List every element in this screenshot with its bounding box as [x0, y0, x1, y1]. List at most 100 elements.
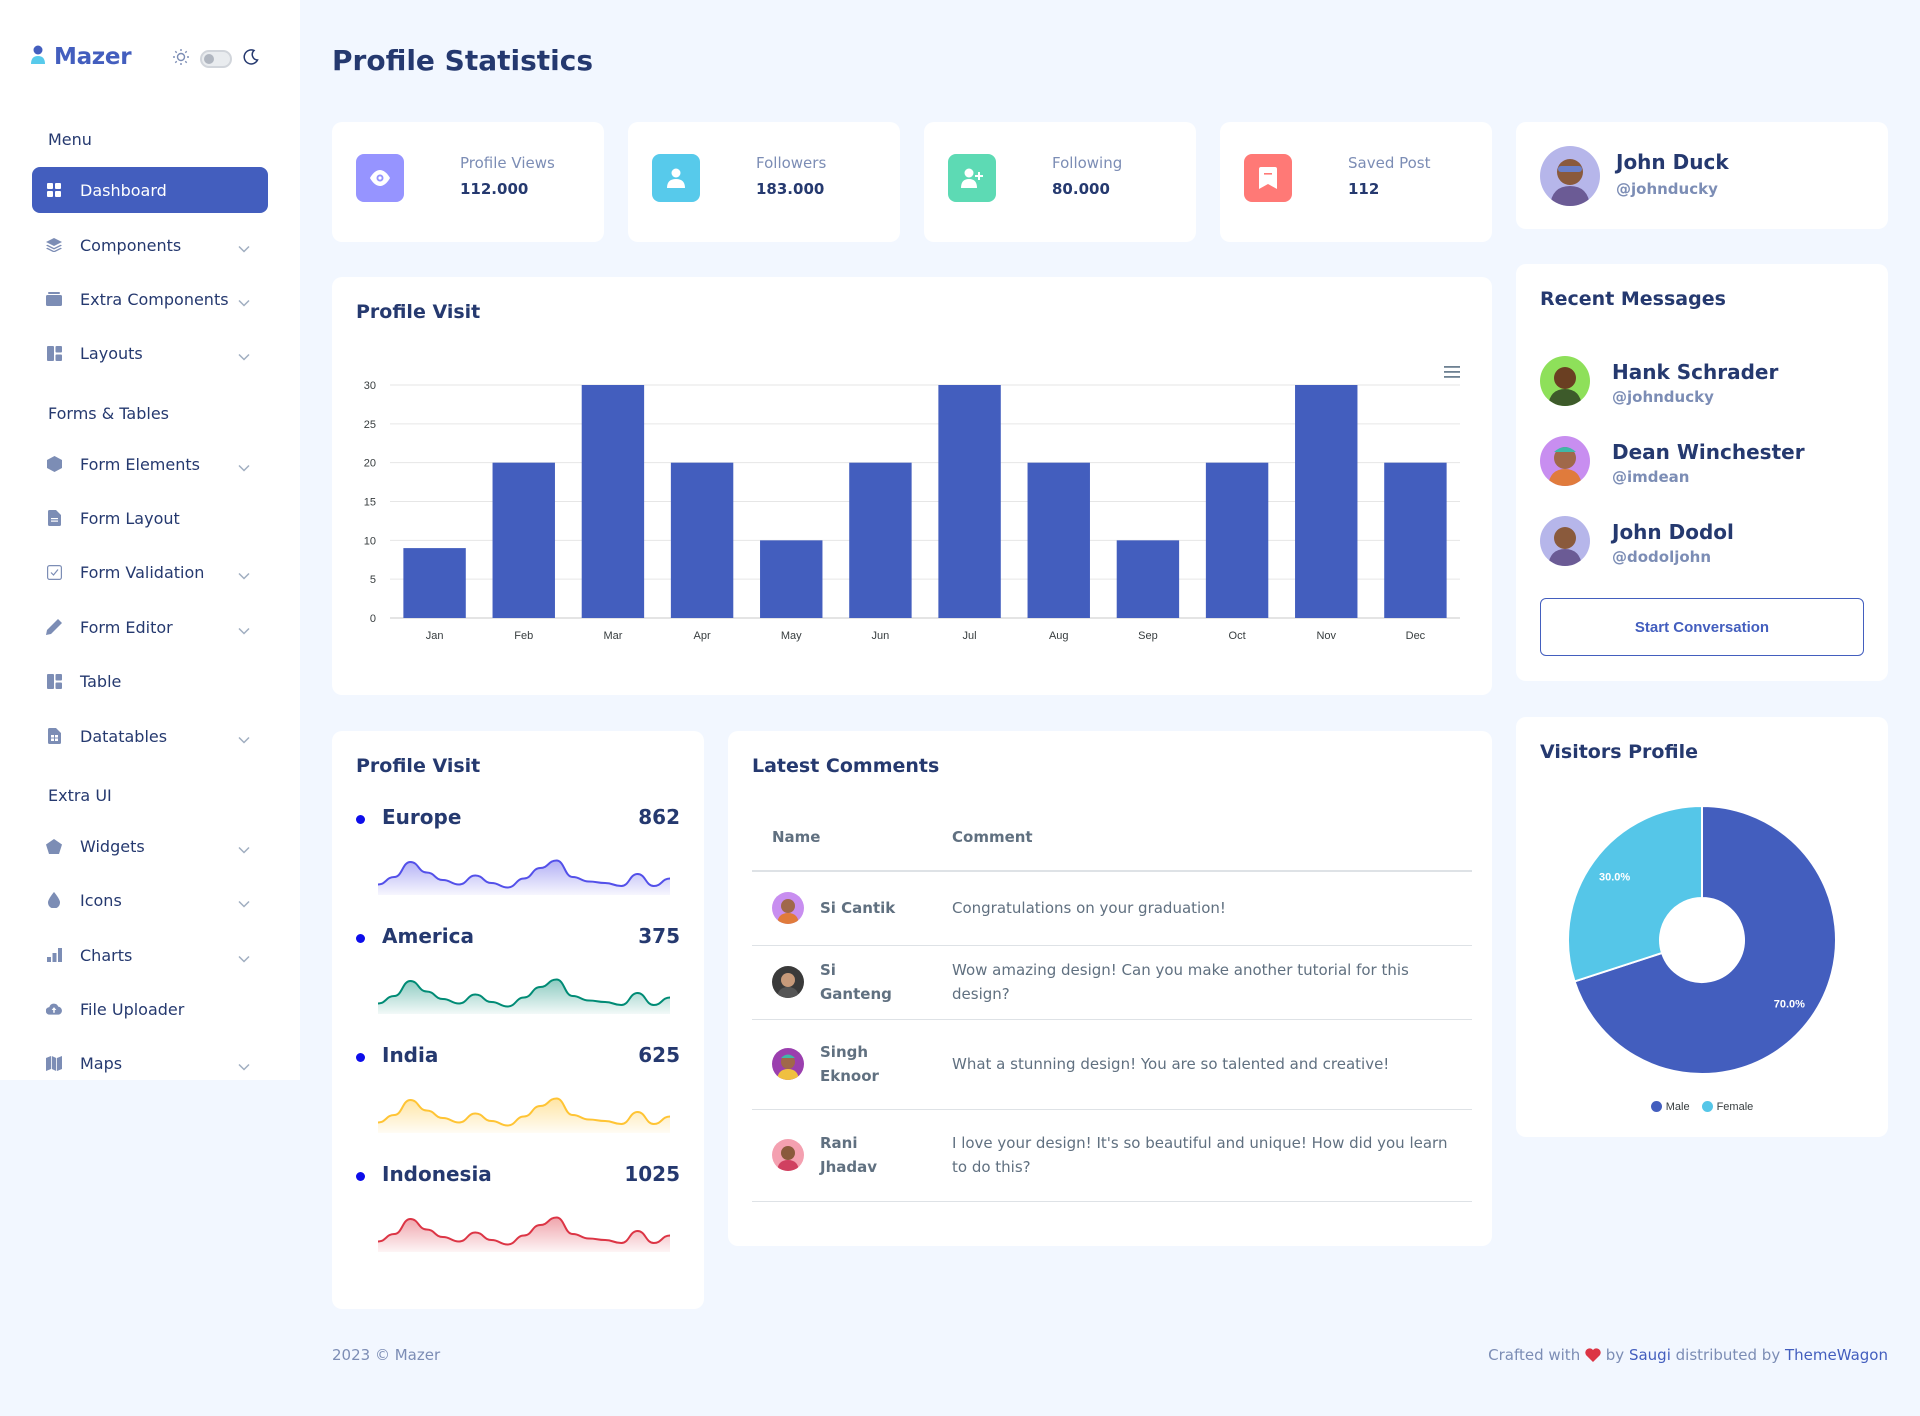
bar[interactable] [1205, 462, 1269, 618]
stat-card-profile-views: Profile Views 112.000 [332, 122, 604, 242]
sidebar-item-form-elements[interactable]: Form Elements [32, 441, 268, 487]
avatar[interactable] [1540, 146, 1600, 206]
legend-label: Male [1665, 1101, 1690, 1113]
sidebar-item-table[interactable]: Table [32, 658, 268, 704]
brand-name: Mazer [54, 44, 132, 70]
profile-handle: @johnducky [1616, 180, 1718, 198]
bar[interactable] [1027, 462, 1090, 618]
sidebar-item-extra-components[interactable]: Extra Components [32, 276, 268, 322]
author-link[interactable]: Saugi [1628, 1346, 1671, 1364]
x-tick-label: Oct [1229, 630, 1246, 642]
bar[interactable] [938, 385, 1001, 618]
check-square-icon [46, 564, 62, 580]
bar[interactable] [1384, 462, 1447, 618]
legend-item[interactable]: Male [1650, 1101, 1690, 1113]
stat-value: 183.000 [756, 180, 825, 198]
region-sparkline [378, 978, 670, 1014]
donut-slice[interactable] [1567, 804, 1703, 983]
x-tick-label: Nov [1316, 630, 1336, 642]
region-sparkline [378, 859, 670, 895]
sidebar-item-charts[interactable]: Charts [32, 932, 268, 978]
message-item[interactable]: John Dodol @dodoljohn [1540, 516, 1864, 576]
sidebar-item-form-validation[interactable]: Form Validation [32, 549, 268, 595]
table-row[interactable]: Singh Eknoor What a stunning design! You… [752, 1019, 1472, 1110]
y-tick-label: 5 [370, 574, 376, 586]
x-tick-label: Mar [603, 630, 622, 642]
brand-logo[interactable]: Mazer [30, 44, 132, 70]
card-title: Recent Messages [1540, 288, 1726, 310]
table-icon [46, 673, 62, 689]
region-value: 625 [638, 1043, 680, 1067]
menu-section-title: Extra UI [48, 786, 112, 805]
bar[interactable] [581, 385, 645, 618]
page-title: Profile Statistics [332, 44, 593, 77]
table-row[interactable]: Si Cantik Congratulations on your gradua… [752, 871, 1472, 946]
sparkline-area [378, 979, 670, 1014]
chevron-down-icon [238, 620, 250, 639]
theme-toggle[interactable] [172, 48, 260, 70]
distributor-link[interactable]: ThemeWagon [1784, 1346, 1888, 1364]
y-tick-label: 0 [370, 613, 376, 625]
region-row: Indonesia 1025 [356, 1158, 680, 1268]
latest-comments-card: Latest Comments Name Comment Si Cantik C… [728, 731, 1492, 1246]
start-conversation-button[interactable]: Start Conversation [1540, 598, 1864, 656]
sidebar-item-widgets[interactable]: Widgets [32, 823, 268, 869]
sparkline-line [378, 978, 670, 1008]
region-value: 375 [638, 924, 680, 948]
sidebar-item-layouts[interactable]: Layouts [32, 330, 268, 376]
y-tick-label: 10 [364, 535, 376, 547]
sidebar-item-label: File Uploader [80, 999, 185, 1019]
bookmark-icon [1244, 154, 1292, 202]
comment-text: I love your design! It's so beautiful an… [932, 1109, 1472, 1202]
stat-card-following: Following 80.000 [924, 122, 1196, 242]
bar[interactable] [492, 462, 555, 618]
sidebar-item-form-layout[interactable]: Form Layout [32, 495, 268, 541]
sidebar-item-datatables[interactable]: Datatables [32, 713, 268, 759]
message-item[interactable]: Hank Schrader @johnducky [1540, 356, 1864, 416]
dark-mode-switch[interactable] [200, 50, 232, 68]
bar[interactable] [849, 462, 912, 618]
x-tick-label: May [781, 630, 802, 642]
chart-legend: Male Female [1516, 1101, 1888, 1113]
bar[interactable] [670, 462, 734, 618]
message-sender-name: John Dodol [1612, 520, 1734, 544]
region-visits-card: Profile Visit Europe 862 America 375 India 62… [332, 731, 704, 1309]
collection-icon [46, 291, 62, 307]
stat-label: Followers [756, 154, 827, 172]
sidebar-item-file-uploader[interactable]: File Uploader [32, 986, 268, 1032]
comment-author: Si Ganteng [820, 961, 892, 1003]
table-row[interactable]: Rani Jhadav I love your design! It's so … [752, 1109, 1472, 1202]
stat-label: Following [1052, 154, 1123, 172]
footer-crafted-text: Crafted with [1488, 1346, 1581, 1364]
region-marker [356, 934, 365, 943]
region-name: America [382, 924, 474, 948]
menu-icon[interactable] [1444, 363, 1460, 382]
message-sender-name: Hank Schrader [1612, 360, 1779, 384]
sidebar-item-icons[interactable]: Icons [32, 877, 268, 923]
bar[interactable] [1116, 540, 1180, 618]
sidebar-item-form-editor[interactable]: Form Editor [32, 604, 268, 650]
comment-author-cell: Si Ganteng [752, 945, 932, 1020]
legend-item[interactable]: Female [1701, 1101, 1754, 1113]
sidebar-item-label: Components [80, 235, 182, 255]
stat-label: Profile Views [460, 154, 555, 172]
bar[interactable] [1295, 385, 1358, 618]
bar[interactable] [403, 548, 466, 618]
comment-author: Si Cantik [820, 899, 896, 918]
sidebar-item-label: Table [80, 671, 122, 691]
region-value: 862 [638, 805, 680, 829]
sidebar-item-dashboard[interactable]: Dashboard [32, 167, 268, 213]
sparkline-area [378, 1217, 670, 1252]
donut-slice[interactable] [1573, 804, 1837, 1075]
message-item[interactable]: Dean Winchester @imdean [1540, 436, 1864, 496]
sidebar-item-maps[interactable]: Maps [32, 1040, 268, 1086]
sidebar-item-label: Charts [80, 945, 133, 965]
sidebar-item-label: Maps [80, 1053, 123, 1073]
sidebar-item-components[interactable]: Components [32, 222, 268, 268]
region-name: India [382, 1043, 439, 1067]
region-sparkline [378, 1216, 670, 1252]
table-row[interactable]: Si Ganteng Wow amazing design! Can you m… [752, 945, 1472, 1020]
comment-author: Singh Eknoor [820, 1043, 879, 1085]
legend-label: Female [1716, 1101, 1754, 1113]
bar[interactable] [760, 540, 823, 618]
